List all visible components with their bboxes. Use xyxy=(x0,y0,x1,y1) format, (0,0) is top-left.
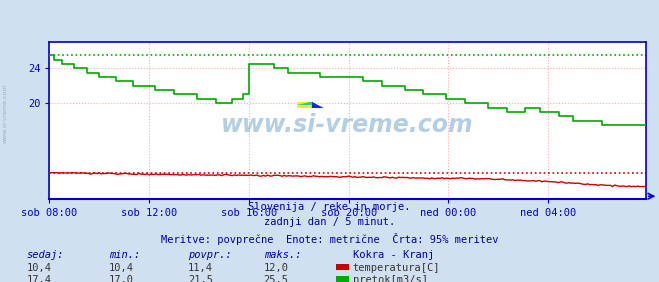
Text: www.si-vreme.com: www.si-vreme.com xyxy=(3,83,8,142)
FancyBboxPatch shape xyxy=(297,102,312,108)
Text: zadnji dan / 5 minut.: zadnji dan / 5 minut. xyxy=(264,217,395,227)
Text: Meritve: povprečne  Enote: metrične  Črta: 95% meritev: Meritve: povprečne Enote: metrične Črta:… xyxy=(161,233,498,245)
Text: www.si-vreme.com: www.si-vreme.com xyxy=(221,113,474,137)
Text: pretok[m3/s]: pretok[m3/s] xyxy=(353,275,428,282)
Polygon shape xyxy=(312,102,324,108)
Text: Slovenija / reke in morje.: Slovenija / reke in morje. xyxy=(248,202,411,212)
Text: 10,4: 10,4 xyxy=(109,263,134,273)
Text: sedaj:: sedaj: xyxy=(26,250,64,259)
Text: 10,4: 10,4 xyxy=(26,263,51,273)
Text: 17,4: 17,4 xyxy=(26,275,51,282)
Text: temperatura[C]: temperatura[C] xyxy=(353,263,440,273)
Polygon shape xyxy=(297,102,312,105)
Text: 17,0: 17,0 xyxy=(109,275,134,282)
Text: maks.:: maks.: xyxy=(264,250,301,259)
Text: min.:: min.: xyxy=(109,250,140,259)
Text: Kokra - Kranj: Kokra - Kranj xyxy=(353,250,434,259)
Text: 11,4: 11,4 xyxy=(188,263,213,273)
Text: 25,5: 25,5 xyxy=(264,275,289,282)
Text: povpr.:: povpr.: xyxy=(188,250,231,259)
Text: 12,0: 12,0 xyxy=(264,263,289,273)
Text: 21,5: 21,5 xyxy=(188,275,213,282)
